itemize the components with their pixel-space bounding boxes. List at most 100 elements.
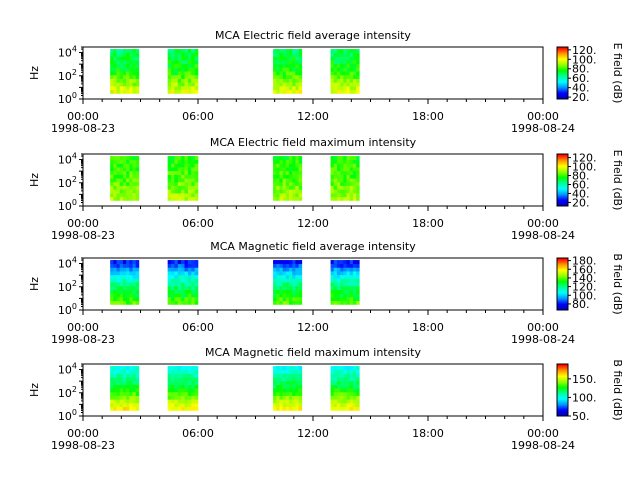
spectrogram-cell bbox=[129, 282, 133, 287]
spectrogram-cell bbox=[122, 271, 127, 276]
spectrogram-cell bbox=[122, 260, 127, 265]
spectrogram-cell bbox=[352, 60, 357, 65]
spectrogram-cell bbox=[110, 49, 114, 54]
spectrogram-cell bbox=[346, 56, 351, 61]
x-tick-label: 00:00 bbox=[527, 110, 559, 123]
spectrogram-cell bbox=[167, 156, 172, 161]
spectrogram-cell bbox=[292, 193, 296, 198]
spectrogram-cell bbox=[174, 274, 179, 279]
spectrogram-cell bbox=[181, 399, 185, 404]
spectrogram-cell bbox=[191, 159, 195, 164]
spectrogram-cell bbox=[273, 391, 277, 396]
spectrogram-cell bbox=[132, 369, 136, 374]
spectrogram-cell bbox=[273, 178, 277, 183]
spectrogram-cell bbox=[276, 406, 280, 411]
spectrogram-cell bbox=[171, 384, 175, 389]
spectrogram-cell bbox=[285, 300, 290, 305]
spectrogram-cell bbox=[276, 56, 280, 61]
spectrogram-cell bbox=[174, 181, 179, 186]
spectrogram-cell bbox=[194, 52, 199, 57]
spectrogram-cell bbox=[273, 78, 277, 83]
colorbar-segment bbox=[557, 402, 568, 404]
spectrogram-cell bbox=[285, 174, 290, 179]
spectrogram-cell bbox=[349, 380, 354, 385]
spectrogram-cell bbox=[285, 369, 290, 374]
spectrogram-cell bbox=[116, 373, 121, 378]
spectrogram-cell bbox=[122, 67, 127, 72]
spectrogram-cell bbox=[273, 49, 277, 54]
spectrogram-cell bbox=[289, 193, 293, 198]
spectrogram-cell bbox=[126, 369, 130, 374]
spectrogram-cell bbox=[122, 159, 127, 164]
spectrogram-cell bbox=[356, 399, 360, 404]
spectrogram-cell bbox=[135, 267, 140, 272]
spectrogram-cell bbox=[356, 271, 360, 276]
colorbar-segment bbox=[557, 78, 568, 80]
spectrogram-cell bbox=[282, 49, 287, 54]
spectrogram-cell bbox=[191, 63, 195, 68]
colorbar-segment bbox=[557, 376, 568, 378]
spectrogram-cell bbox=[330, 86, 335, 91]
colorbar-segment bbox=[557, 277, 568, 280]
spectrogram-cell bbox=[333, 159, 338, 164]
spectrogram-cell bbox=[295, 274, 299, 279]
spectrogram-cell bbox=[184, 282, 189, 287]
spectrogram-cell bbox=[174, 289, 179, 294]
spectrogram-cell bbox=[110, 193, 114, 198]
spectrogram-cell bbox=[126, 178, 130, 183]
colorbar-segment bbox=[557, 166, 568, 168]
spectrogram-cell bbox=[336, 380, 341, 385]
spectrogram-cell bbox=[132, 49, 136, 54]
spectrogram-cell bbox=[116, 74, 121, 79]
spectrogram-cell bbox=[336, 56, 341, 61]
spectrogram-cell bbox=[349, 373, 354, 378]
spectrogram-cell bbox=[356, 300, 360, 305]
spectrogram-cell bbox=[289, 174, 293, 179]
spectrogram-cell bbox=[174, 63, 179, 68]
spectrogram-cell bbox=[349, 399, 354, 404]
spectrogram-cell bbox=[292, 391, 296, 396]
spectrogram-cell bbox=[167, 82, 172, 87]
spectrogram-cell bbox=[295, 185, 299, 190]
spectrogram-cell bbox=[279, 82, 283, 87]
spectrogram-cell bbox=[282, 185, 287, 190]
spectrogram-cell bbox=[126, 285, 130, 290]
spectrogram-cell bbox=[349, 391, 354, 396]
spectrogram-cell bbox=[340, 178, 344, 183]
spectrogram-cell bbox=[181, 263, 185, 268]
spectrogram-cell bbox=[282, 78, 287, 83]
spectrogram-cell bbox=[119, 196, 124, 201]
spectrogram-cell bbox=[356, 267, 360, 272]
spectrogram-cell bbox=[292, 293, 296, 298]
spectrogram-cell bbox=[285, 89, 290, 94]
colorbar-segment bbox=[557, 160, 568, 162]
spectrogram-cell bbox=[333, 86, 338, 91]
spectrogram-cell bbox=[289, 289, 293, 294]
spectrogram-cell bbox=[116, 185, 121, 190]
spectrogram-cell bbox=[181, 89, 185, 94]
spectrogram-cell bbox=[276, 67, 280, 72]
spectrogram-cell bbox=[129, 278, 133, 283]
spectrogram-cell bbox=[346, 174, 351, 179]
spectrogram-cell bbox=[171, 163, 175, 168]
spectrogram-cell bbox=[194, 181, 199, 186]
colorbar-segment bbox=[557, 388, 568, 391]
spectrogram-cell bbox=[330, 373, 335, 378]
spectrogram-cell bbox=[340, 185, 344, 190]
colorbar-segment bbox=[557, 62, 568, 65]
spectrogram-cell bbox=[174, 86, 179, 91]
spectrogram-cell bbox=[129, 189, 133, 194]
spectrogram-cell bbox=[276, 49, 280, 54]
spectrogram-cell bbox=[174, 82, 179, 87]
spectrogram-cell bbox=[113, 170, 117, 175]
spectrogram-cell bbox=[171, 274, 175, 279]
spectrogram-cell bbox=[119, 406, 124, 411]
spectrogram-cell bbox=[276, 71, 280, 76]
spectrogram-cell bbox=[356, 384, 360, 389]
spectrogram-cell bbox=[181, 63, 185, 68]
colorbar-segment bbox=[557, 392, 568, 394]
spectrogram-cell bbox=[110, 399, 114, 404]
spectrogram-cell bbox=[349, 67, 354, 72]
spectrogram-cell bbox=[171, 267, 175, 272]
colorbar-segment bbox=[557, 400, 568, 402]
